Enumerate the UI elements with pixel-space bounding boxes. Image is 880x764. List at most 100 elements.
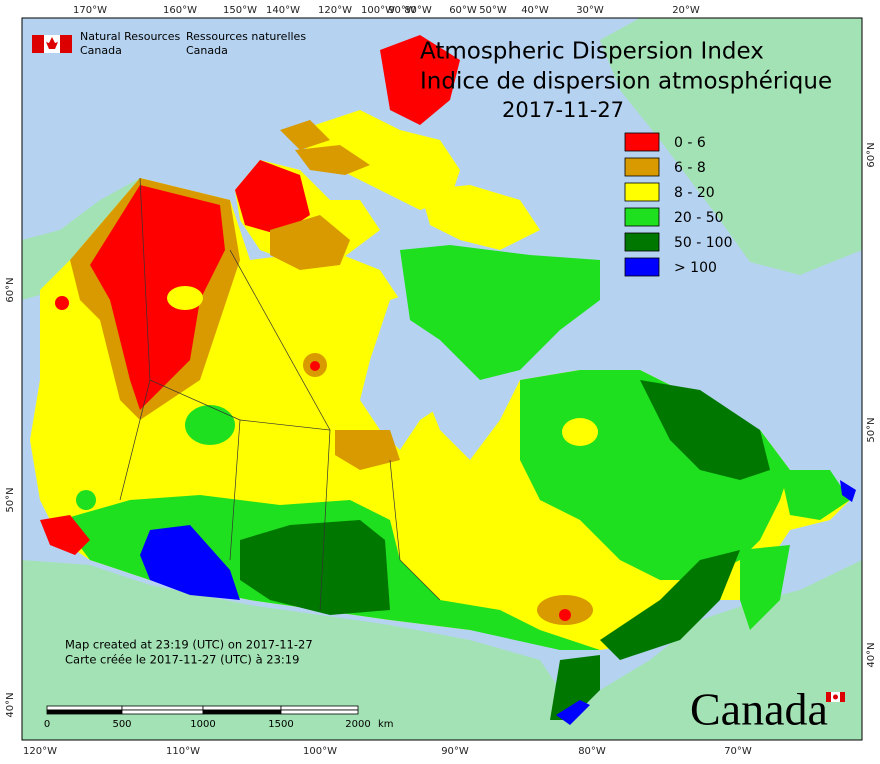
graticule-label: 40°N [5, 692, 16, 717]
zone-blue [556, 700, 590, 725]
zone-darkgreen [640, 380, 770, 480]
flag-bar [60, 35, 72, 53]
zone-yellow [562, 418, 598, 446]
agency-en: Canada [80, 44, 122, 57]
scale-segment [202, 705, 282, 711]
graticule-label: 80°W [578, 746, 606, 757]
legend-swatch [624, 207, 660, 227]
legend-label: 6 - 8 [674, 160, 706, 176]
graticule-label: 100°W [303, 746, 337, 757]
graticule-label: 30°W [576, 5, 604, 16]
scale-segment [121, 709, 204, 715]
zone-red [235, 160, 310, 235]
flag-bar [32, 35, 44, 53]
zone-blue [140, 525, 240, 600]
agency-logo [32, 35, 72, 53]
zone-red [90, 185, 225, 410]
scale-segment [46, 709, 123, 715]
graticule-label: 60°W [449, 5, 477, 16]
scale-label: 1500 [268, 719, 293, 730]
zone-green [780, 470, 850, 520]
zone-red [559, 609, 571, 621]
graticule-label: 110°W [166, 746, 200, 757]
wordmark: Canada [690, 684, 828, 735]
graticule-label: 150°W [223, 5, 257, 16]
borders [119, 177, 441, 611]
zone-red [380, 35, 460, 125]
zone-red [40, 515, 90, 555]
graticule-label: 50°N [866, 417, 877, 442]
scale-segment [46, 705, 123, 711]
agency-en: Natural Resources [80, 30, 181, 43]
legend-label: 20 - 50 [674, 210, 724, 226]
graticule-label: 40°N [866, 642, 877, 667]
zone-red [55, 296, 69, 310]
legend-label: 0 - 6 [674, 135, 706, 151]
graticule-label: 60°N [5, 277, 16, 302]
zone-orange [270, 215, 350, 270]
zone-red [310, 361, 320, 371]
graticule-label: 70°W [724, 746, 752, 757]
graticule-label: 80°W [404, 5, 432, 16]
legend-swatch [624, 182, 660, 202]
zone-green [76, 490, 96, 510]
graticule-label: 100°W [361, 5, 395, 16]
scale-segment [121, 705, 204, 711]
graticule-label: 50°N [5, 487, 16, 512]
date: 2017-11-27 [502, 98, 624, 122]
zone-green [185, 405, 235, 445]
scale-label: 0 [44, 719, 50, 730]
scale-unit: km [378, 719, 394, 730]
scale-label: 1000 [190, 719, 215, 730]
greenland [600, 18, 862, 275]
legend-swatch [624, 132, 660, 152]
flag-bar [826, 692, 831, 702]
scale-segment [280, 709, 359, 715]
legend-label: > 100 [674, 260, 717, 276]
zone-blue [840, 480, 856, 502]
graticule-label: 120°W [318, 5, 352, 16]
flag-bar [840, 692, 845, 702]
note: Map created at 23:19 (UTC) on 2017-11-27 [65, 638, 313, 652]
zone-orange [280, 120, 330, 150]
zone-darkgreen [550, 655, 600, 720]
island [300, 110, 460, 210]
scale-label: 500 [112, 719, 131, 730]
graticule-label: 90°W [441, 746, 469, 757]
graticule-label: 20°W [672, 5, 700, 16]
graticule-label: 60°N [866, 142, 877, 167]
graticule-label: 170°W [73, 5, 107, 16]
zone-green [740, 545, 790, 630]
scale-segment [280, 705, 359, 711]
agency-fr: Canada [186, 44, 228, 57]
flag-leaf [46, 37, 58, 49]
agency-fr: Ressources naturelles [186, 30, 306, 43]
wordmark-flag [826, 692, 845, 702]
zone-darkgreen [600, 550, 740, 660]
note: Carte créée le 2017-11-27 (UTC) à 23:19 [65, 653, 299, 667]
graticule-label: 40°W [521, 5, 549, 16]
frame [21, 17, 863, 741]
zone-orange [295, 145, 370, 175]
legend-swatch [624, 232, 660, 252]
graticule-label: 90°W [388, 5, 416, 16]
zone-darkgreen [240, 520, 390, 615]
island [420, 185, 540, 250]
zone-yellow [167, 286, 203, 310]
graticule-label: 160°W [163, 5, 197, 16]
legend-label: 50 - 100 [674, 235, 733, 251]
legend-swatch [624, 257, 660, 277]
title: Atmospheric Dispersion Index [420, 39, 764, 65]
zone-orange [335, 430, 400, 470]
zone-green [400, 245, 600, 380]
usa [22, 560, 862, 740]
scale-label: 2000 [345, 719, 370, 730]
title-fr: Indice de dispersion atmosphérique [420, 69, 832, 95]
graticule-label: 120°W [23, 746, 57, 757]
graticule-label: 50°W [479, 5, 507, 16]
scale-segment [202, 709, 282, 715]
legend-swatch [624, 157, 660, 177]
flag-leaf [833, 694, 838, 700]
